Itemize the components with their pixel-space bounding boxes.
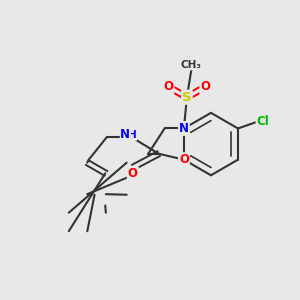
Text: S: S: [182, 91, 192, 104]
Text: N: N: [120, 128, 130, 142]
Text: O: O: [200, 80, 210, 93]
Text: CH₃: CH₃: [181, 59, 202, 70]
Text: Cl: Cl: [256, 115, 269, 128]
Text: H: H: [128, 130, 136, 140]
Text: O: O: [164, 80, 173, 93]
Text: N: N: [179, 122, 189, 135]
Text: O: O: [179, 153, 189, 166]
Text: O: O: [128, 167, 138, 180]
